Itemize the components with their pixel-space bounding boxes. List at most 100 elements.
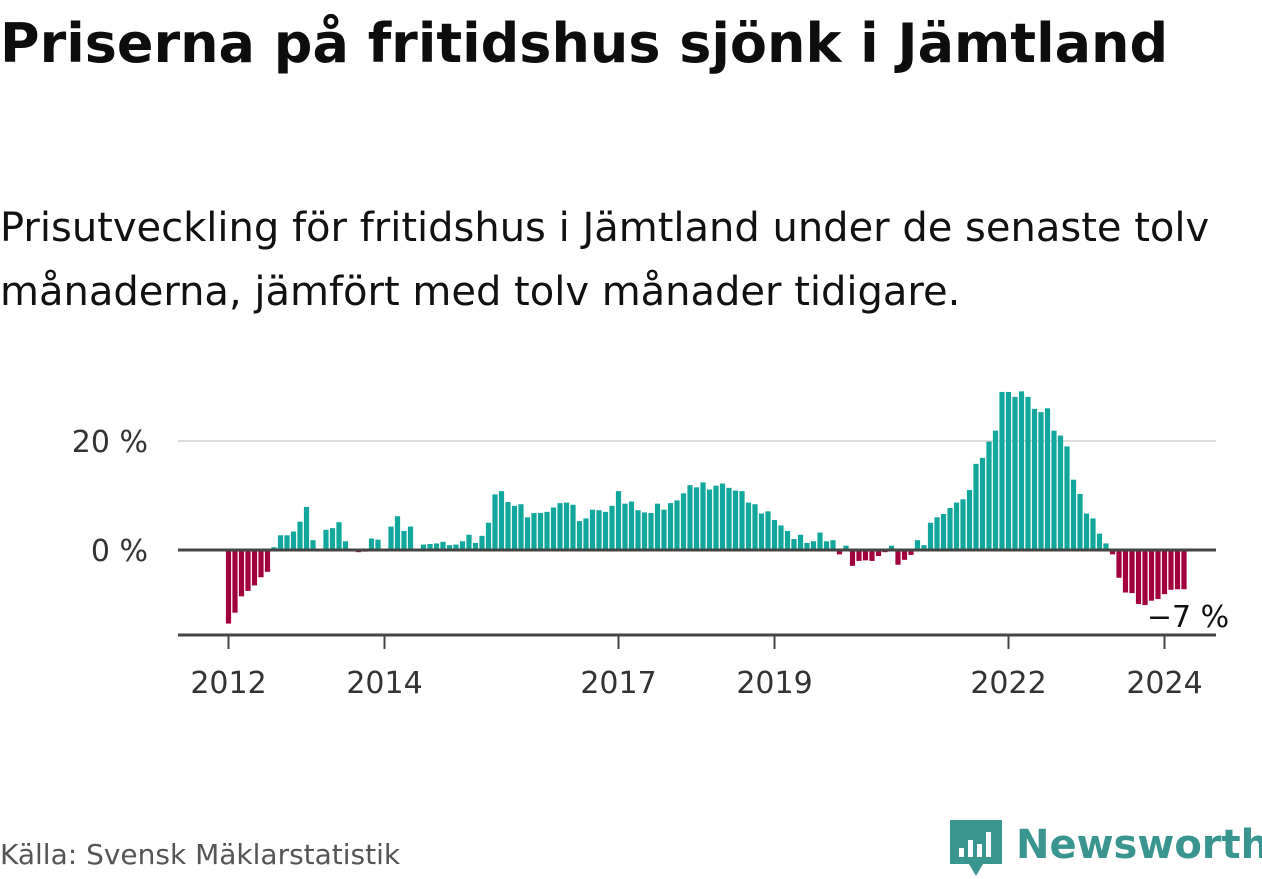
bar	[485, 522, 492, 550]
bar	[1070, 479, 1077, 550]
chart-title: Priserna på fritidshus sjönk i Jämtland	[0, 12, 1169, 75]
bar	[687, 485, 693, 550]
bar	[1090, 518, 1096, 550]
bar	[375, 539, 381, 550]
bar	[284, 535, 290, 550]
bar	[557, 503, 563, 550]
bar	[765, 511, 771, 551]
bar	[927, 522, 934, 550]
bar	[310, 540, 316, 550]
bar	[752, 504, 758, 550]
bar	[407, 526, 414, 550]
end-value-label: −7 %	[1147, 600, 1229, 635]
x-tick-label: 2024	[1126, 666, 1202, 701]
y-tick-label: 0 %	[91, 534, 148, 569]
bar	[732, 490, 739, 551]
bar	[1005, 391, 1012, 550]
bar	[336, 522, 342, 550]
bar	[680, 493, 687, 550]
bar	[947, 508, 953, 550]
bar	[706, 489, 713, 550]
bar	[596, 510, 602, 550]
bar	[992, 430, 999, 550]
bar	[830, 540, 836, 550]
bar	[641, 512, 648, 550]
bar	[862, 550, 869, 561]
brand-name: Newsworthy	[1016, 822, 1262, 868]
bar	[999, 391, 1005, 550]
bar	[446, 545, 453, 551]
bar	[290, 531, 297, 550]
bar	[654, 503, 661, 551]
bar	[713, 485, 719, 550]
bar	[693, 487, 700, 550]
bar	[550, 507, 557, 550]
bar	[511, 505, 518, 550]
bar	[791, 539, 797, 550]
bar	[1116, 550, 1122, 578]
bar	[1077, 493, 1083, 551]
bar	[1038, 412, 1044, 551]
x-ticks: 2012 2014 2017 2019 2022 2024	[190, 635, 1203, 701]
bar	[1168, 550, 1174, 590]
bar	[869, 550, 875, 561]
bar	[823, 541, 830, 550]
bar	[784, 530, 791, 550]
bar	[368, 538, 375, 550]
bar	[297, 521, 303, 550]
bar	[1155, 550, 1161, 600]
bar	[1174, 550, 1181, 590]
bar	[472, 542, 479, 550]
bar	[531, 512, 537, 550]
bar	[544, 511, 550, 550]
bar	[245, 550, 251, 591]
bar	[1083, 513, 1090, 551]
bar	[895, 550, 901, 565]
bar	[849, 550, 856, 566]
chart-subtitle: Prisutveckling för fritidshus i Jämtland…	[0, 205, 1210, 315]
bar	[700, 482, 706, 550]
bar	[258, 550, 264, 578]
bar	[953, 502, 960, 550]
bar	[856, 550, 862, 561]
bar	[1161, 550, 1168, 595]
bar	[453, 544, 459, 550]
bar	[674, 500, 680, 550]
bar	[466, 534, 472, 550]
bar	[498, 491, 505, 550]
bar	[771, 520, 778, 550]
bar	[635, 510, 641, 550]
bar	[427, 544, 433, 550]
bar	[1096, 533, 1103, 550]
bar	[921, 545, 927, 551]
bar	[277, 535, 284, 550]
bar	[394, 516, 401, 550]
bar	[628, 501, 635, 551]
bar	[1044, 408, 1051, 550]
bar	[1181, 550, 1187, 590]
bar	[479, 535, 485, 550]
bar	[1142, 550, 1148, 606]
bar	[940, 514, 947, 550]
bar	[589, 509, 596, 550]
bar	[667, 503, 674, 550]
bar	[1148, 550, 1155, 601]
bar	[433, 543, 440, 550]
bar	[1135, 550, 1142, 604]
newsworthy-logo-icon	[950, 820, 1002, 876]
x-tick-label: 2019	[736, 666, 812, 701]
bar	[973, 463, 979, 550]
brand-logo[interactable]: Newsworthy	[950, 818, 1262, 878]
bar	[609, 505, 615, 550]
bar	[960, 499, 966, 550]
bar	[739, 491, 745, 550]
bar	[836, 550, 843, 555]
bar	[459, 541, 466, 550]
x-tick-label: 2014	[346, 666, 422, 701]
bar	[323, 529, 329, 551]
bar	[1129, 550, 1135, 594]
bar	[505, 502, 511, 550]
bar	[745, 502, 752, 550]
bar	[225, 550, 232, 624]
source-credit: Källa: Svensk Mäklarstatistik	[0, 838, 401, 871]
